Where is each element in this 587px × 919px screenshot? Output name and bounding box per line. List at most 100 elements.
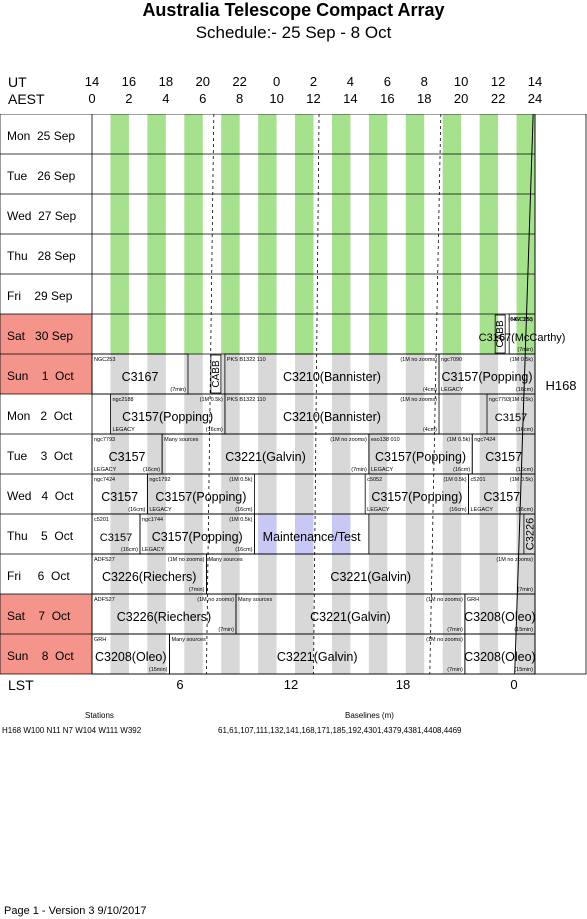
block-correlator: (1M no zooms) — [496, 557, 533, 563]
night-stripe — [368, 554, 388, 594]
block-band: (7min) — [189, 587, 205, 593]
block-title: C3157 — [483, 490, 520, 504]
block-title: C3157 — [485, 450, 522, 464]
night-stripe — [516, 234, 535, 274]
night-stripe — [368, 114, 388, 154]
night-stripe — [258, 434, 277, 474]
block-source: Many sources — [172, 637, 206, 643]
night-stripe — [110, 594, 129, 634]
ut-tick: 20 — [195, 74, 210, 89]
night-stripe — [479, 274, 499, 314]
night-stripe — [221, 594, 240, 634]
block-source: Many sources — [208, 557, 242, 563]
block-title: C3226(Riechers) — [102, 570, 196, 584]
night-stripe — [147, 314, 166, 354]
day-cell — [0, 314, 92, 354]
block-title: C3157(Popping) — [155, 490, 246, 504]
block-band: (7min) — [170, 387, 186, 393]
night-stripe — [331, 114, 351, 154]
night-stripe — [258, 594, 277, 634]
night-stripe — [147, 434, 166, 474]
block-band: (16cm) — [206, 427, 223, 433]
night-stripe — [331, 234, 351, 274]
block-legacy-tag: LEGACY — [367, 507, 390, 513]
night-stripe — [184, 514, 203, 554]
night-stripe — [258, 234, 277, 274]
night-stripe — [147, 274, 166, 314]
night-stripe — [442, 634, 462, 674]
ut-tick: 14 — [84, 74, 100, 89]
block-legacy-tag: LEGACY — [471, 507, 494, 513]
aest-tick: 4 — [162, 91, 170, 106]
block-source: ADFS27 — [94, 557, 115, 563]
night-stripe — [331, 274, 351, 314]
night-stripe — [405, 474, 425, 514]
block-band: (4cm) — [423, 387, 437, 393]
baselines-list: 61,61,107,111,132,141,168,171,185,192,43… — [218, 726, 462, 735]
lst-drift-line — [514, 114, 534, 675]
night-stripe — [516, 394, 535, 434]
day-label: Tue 3 Oct — [7, 449, 73, 463]
config-panel — [534, 114, 587, 675]
night-stripe — [184, 594, 203, 634]
block-band: (16cm) — [516, 427, 533, 433]
aest-tick: 22 — [490, 91, 506, 106]
night-stripe — [405, 594, 425, 634]
block-source: NGC253 — [94, 357, 115, 363]
ut-tick: 14 — [527, 74, 543, 89]
night-stripe — [442, 274, 462, 314]
night-stripe — [331, 354, 351, 394]
block-legacy-tag: LEGACY — [149, 507, 172, 513]
aest-tick: 16 — [380, 91, 395, 106]
block-source: ADFS27 — [94, 597, 115, 603]
block-band: (7min) — [351, 467, 367, 473]
night-stripe — [516, 354, 535, 394]
block-band: (15min) — [514, 627, 533, 633]
night-stripe — [405, 234, 425, 274]
night-stripe — [405, 434, 425, 474]
night-stripe — [368, 394, 388, 434]
night-stripe — [516, 554, 535, 594]
maintenance-stripe — [258, 514, 277, 554]
block-band: (16cm) — [453, 467, 470, 473]
block-title: C3221(Galvin) — [277, 650, 358, 664]
block-title: C3208(Oleo) — [464, 650, 536, 664]
block-correlator: (64M 32k) — [508, 317, 533, 323]
night-stripe — [442, 474, 462, 514]
night-stripe — [147, 194, 166, 234]
block-source: NGC253 — [511, 317, 532, 323]
day-label: Sat 30 Sep — [7, 329, 73, 343]
night-stripe — [184, 274, 203, 314]
night-stripe — [479, 474, 499, 514]
night-stripe — [221, 194, 240, 234]
night-stripe — [331, 554, 351, 594]
night-stripe — [258, 394, 277, 434]
lst-axis-label: LST — [8, 677, 34, 693]
schedule-grid: Mon 25 Sep Tue 26 Sep Wed 27 Sep Thu 28 Sep… — [0, 114, 587, 675]
night-stripe — [405, 394, 425, 434]
block-correlator: (1M no zooms) — [168, 557, 205, 563]
block-title: C3208(Oleo) — [464, 610, 536, 624]
night-stripe — [295, 554, 314, 594]
day-cell — [0, 594, 92, 634]
night-stripe — [295, 314, 314, 354]
block-legacy-tag: LEGACY — [371, 467, 394, 473]
day-label: Tue 26 Sep — [7, 169, 76, 183]
block-source: PKS B1322 110 — [227, 397, 266, 403]
night-stripe — [331, 314, 351, 354]
day-label: Mon 25 Sep — [7, 129, 75, 143]
block-legacy-tag: LEGACY — [142, 547, 165, 553]
ut-tick: 4 — [346, 74, 355, 89]
aest-tick: 0 — [88, 91, 96, 106]
day-label: Mon 2 Oct — [7, 409, 73, 423]
block-title: C3221(Galvin) — [330, 570, 411, 584]
night-stripe — [184, 154, 203, 194]
night-stripe — [479, 234, 499, 274]
night-stripe — [147, 634, 166, 674]
night-stripe — [295, 634, 314, 674]
ut-tick: 12 — [490, 74, 506, 89]
night-stripe — [221, 554, 240, 594]
night-stripe — [295, 594, 314, 634]
night-stripe — [368, 634, 388, 674]
night-stripe — [147, 394, 166, 434]
